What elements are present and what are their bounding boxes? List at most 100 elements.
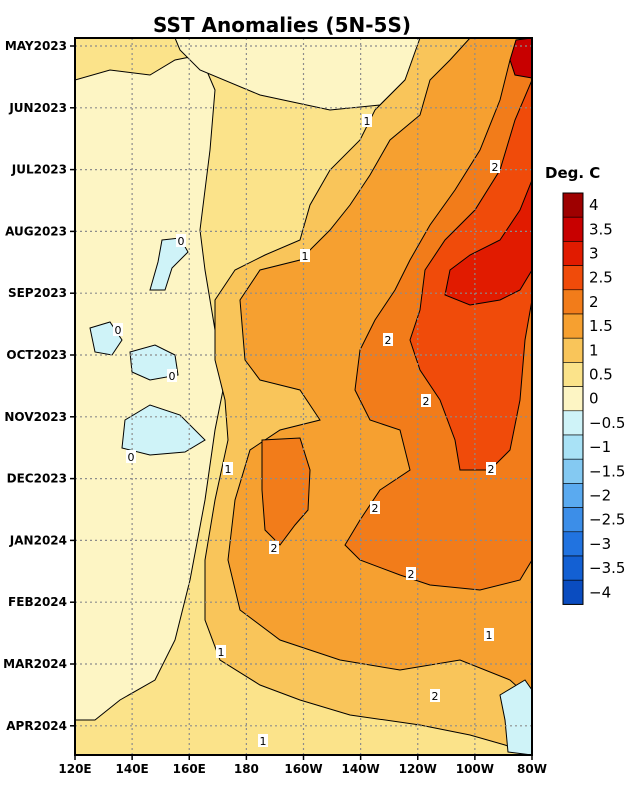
x-tick-label: 80W [517,762,547,776]
colorbar-swatch [562,458,584,484]
contour-label: 2 [421,394,431,408]
contour-label-box [216,645,226,658]
y-tick-label: APR2024 [6,719,67,733]
contour-label-text: 2 [385,334,392,347]
colorbar-swatch [562,265,584,291]
y-tick-label: DEC2023 [7,472,67,486]
contour-label: 2 [370,501,380,515]
y-tick-label: AUG2023 [5,224,67,238]
contour-label-box [258,734,268,747]
region-cool-3 [129,344,179,381]
region-3-5 [509,38,532,79]
contour-label-text: 1 [260,735,267,748]
contour-label-text: 1 [225,463,232,476]
contour-label: 0 [126,450,136,464]
x-tick-label: 140E [116,762,149,776]
contour-label: 1 [216,645,226,659]
colorbar-swatch [562,289,584,315]
contour-label-text: 2 [492,161,499,174]
colorbar-label: Deg. C [545,164,600,182]
x-tick-label: 100W [456,762,494,776]
colorbar-swatch [562,192,584,218]
x-tick-label: 120W [399,762,437,776]
contour-label-box [421,394,431,407]
contour-label-box [430,689,440,702]
contour-label: 2 [269,541,279,555]
contour-label-text: 1 [486,629,493,642]
contour-label-text: 0 [128,451,135,464]
contour-label-text: 2 [372,502,379,515]
y-tick-label: JAN2024 [9,533,67,547]
contour-label-box [126,450,136,463]
colorbar-swatch [562,434,584,460]
contour-label-box [269,541,279,554]
y-tick-label: MAY2023 [5,39,67,53]
colorbar-swatch [562,531,584,557]
contour-label-box [484,628,494,641]
plot-area [75,38,532,755]
contour-label-text: 1 [364,115,371,128]
colorbar-swatch [562,216,584,242]
contour-label-box [370,501,380,514]
colorbar-tick-label: 4 [589,196,599,214]
colorbar-tick-label: −3 [589,535,611,553]
colorbar-tick-label: −3.5 [589,559,625,577]
colorbar-swatch [562,241,584,266]
colorbar-swatch [562,507,584,533]
contour-label-box [362,114,372,127]
contour-label: 2 [490,160,500,174]
region-cool-4 [121,404,206,456]
chart-title: SST Anomalies (5N-5S) [153,13,411,37]
colorbar-swatch [562,410,584,436]
colorbar-frame [562,192,584,605]
contour-label-text: 2 [271,542,278,555]
x-tick-label: 160W [284,762,322,776]
x-tick-label: 120E [58,762,91,776]
grid [75,38,532,755]
contour-label-text: 1 [302,250,309,263]
contour-label-text: 2 [423,395,430,408]
colorbar-tick-label: 1.5 [589,317,613,335]
contour-label: 1 [300,249,310,263]
contour-label-box [406,567,416,580]
contour-label-text: 2 [432,690,439,703]
contour-label-box [490,160,500,173]
y-tick-label: FEB2024 [8,595,67,609]
contour-label: 2 [383,333,393,347]
y-tick-label: MAR2024 [3,657,67,671]
contour-label: 2 [430,689,440,703]
y-axis: MAY2023 JUN2023 JUL2023 AUG2023 SEP2023 OCT20… [3,39,75,733]
y-tick-label: JUN2023 [8,101,67,115]
colorbar-tick-label: −4 [589,583,611,601]
colorbar: 4 3.5 3 2.5 2 1.5 1 0.5 0 −0.5 −1 −1.5 −2 −2.5 −3 −3.5 −… [562,192,625,605]
contour-labels: 1 2 2 0 0 0 0 1 2 2 2 2 2 1 1 1 1 2 [113,114,500,748]
colorbar-tick-label: −1.5 [589,462,625,480]
colorbar-tick-label: −1 [589,438,611,456]
colorbar-tick-label: 0 [589,390,599,408]
contour-label-box [113,323,123,336]
contour-label-text: 0 [115,324,122,337]
contour-label-box [486,462,496,475]
colorbar-tick-label: 3 [589,245,599,263]
contour-label: 0 [167,369,177,383]
x-tick-label: 180 [234,762,259,776]
region-cool-5 [499,679,532,755]
contour-label: 1 [223,462,233,476]
colorbar-tick-label: −0.5 [589,414,625,432]
x-tick-label: 160E [173,762,206,776]
y-tick-label: OCT2023 [6,348,67,362]
y-tick-label: JUL2023 [11,163,67,177]
contour-label-box [223,462,233,475]
colorbar-swatch [562,337,584,363]
contour-label-text: 1 [218,646,225,659]
colorbar-tick-label: 1 [589,341,599,359]
contour-label: 0 [176,234,186,248]
colorbar-tick-label: −2 [589,487,611,505]
colorbar-swatch [562,483,584,508]
contour-label: 1 [484,628,494,642]
colorbar-swatch [562,579,584,605]
contour-label-text: 2 [488,463,495,476]
contour-label-box [383,333,393,346]
colorbar-tick-label: 2.5 [589,269,613,287]
